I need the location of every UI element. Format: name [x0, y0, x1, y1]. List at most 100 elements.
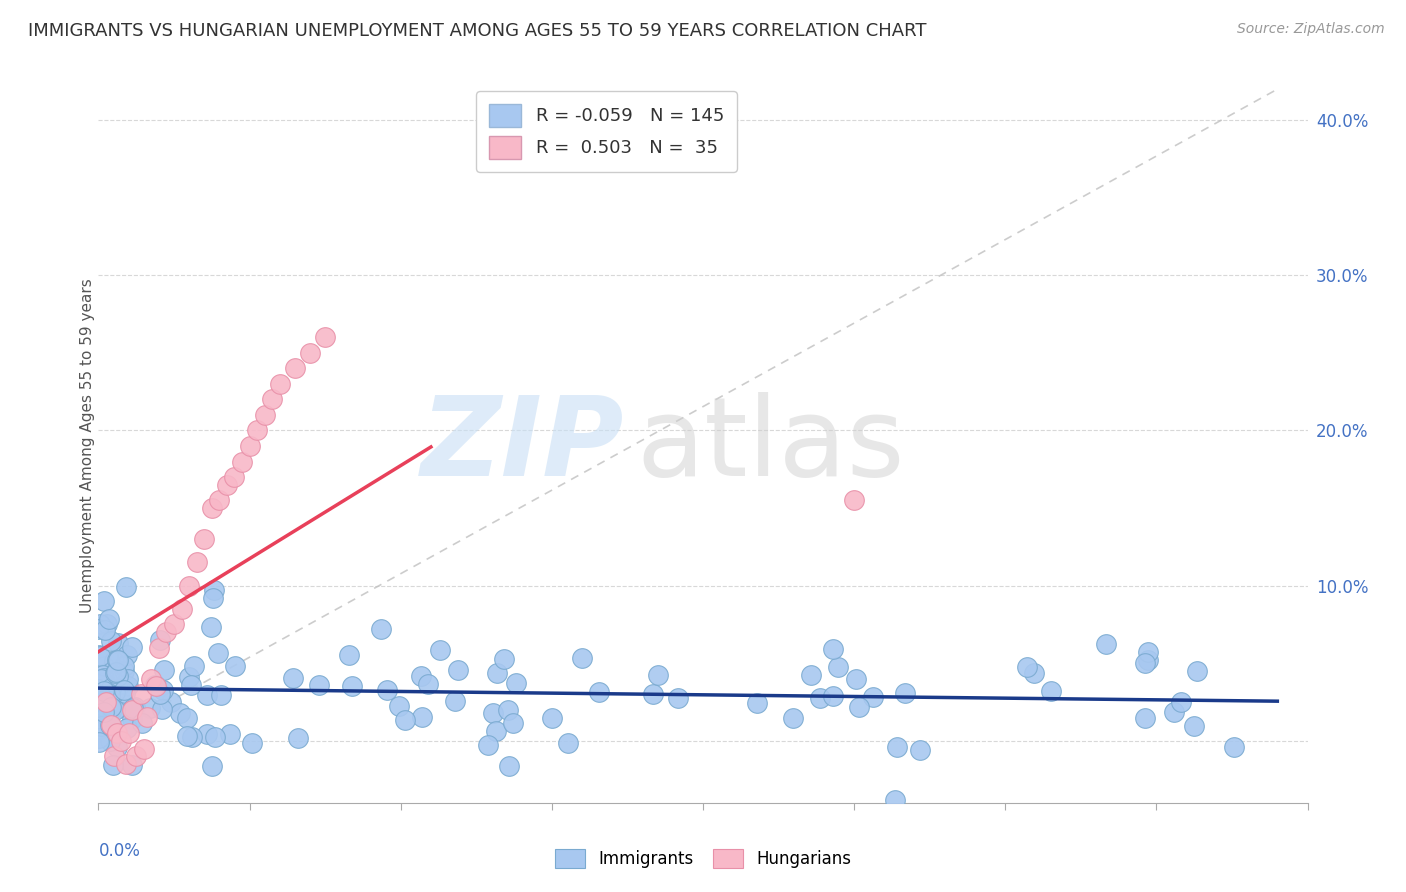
Point: [195, 726, 218, 740]
Point: [747, 696, 769, 710]
Point: [202, 582, 225, 597]
Point: [100, 688, 122, 702]
Point: [375, 683, 398, 698]
Point: [139, 701, 162, 715]
Point: [143, 677, 166, 691]
Point: [104, 666, 127, 681]
Point: [111, 699, 134, 714]
Point: [862, 690, 884, 704]
Point: [114, 580, 136, 594]
Point: [93, 705, 115, 719]
Point: [93, 684, 115, 698]
Point: [262, 392, 284, 407]
Point: [886, 739, 908, 754]
Point: [145, 680, 167, 694]
Point: [179, 579, 201, 593]
Point: [808, 691, 831, 706]
Point: [118, 726, 141, 740]
Point: [117, 648, 139, 662]
Point: [202, 591, 225, 605]
Legend: Immigrants, Hungarians: Immigrants, Hungarians: [548, 842, 858, 875]
Point: [485, 724, 508, 739]
Point: [418, 677, 440, 691]
Point: [105, 653, 128, 667]
Point: [848, 700, 870, 714]
Point: [159, 694, 181, 708]
Point: [394, 713, 416, 727]
Point: [101, 702, 124, 716]
Point: [93, 594, 115, 608]
Point: [107, 636, 129, 650]
Point: [87, 682, 110, 697]
Point: [110, 733, 132, 747]
Point: [588, 685, 610, 699]
Point: [87, 681, 110, 696]
Point: [1170, 695, 1192, 709]
Point: [283, 671, 305, 685]
Point: [135, 710, 157, 724]
Point: [253, 408, 276, 422]
Point: [100, 633, 122, 648]
Point: [176, 729, 198, 743]
Point: [112, 664, 135, 678]
Point: [96, 616, 118, 631]
Point: [1015, 660, 1038, 674]
Point: [87, 622, 110, 636]
Text: Source: ZipAtlas.com: Source: ZipAtlas.com: [1237, 22, 1385, 37]
Point: [1185, 664, 1208, 678]
Point: [827, 660, 849, 674]
Point: [121, 712, 143, 726]
Y-axis label: Unemployment Among Ages 55 to 59 years: Unemployment Among Ages 55 to 59 years: [80, 278, 94, 614]
Point: [112, 682, 135, 697]
Point: [117, 680, 139, 694]
Point: [201, 759, 224, 773]
Point: [89, 649, 111, 664]
Point: [114, 757, 136, 772]
Point: [1137, 653, 1160, 667]
Point: [224, 470, 246, 484]
Point: [141, 672, 163, 686]
Point: [169, 706, 191, 721]
Point: [186, 555, 208, 569]
Point: [204, 730, 226, 744]
Point: [287, 731, 309, 746]
Point: [411, 709, 433, 723]
Point: [89, 616, 111, 631]
Point: [183, 658, 205, 673]
Point: [505, 676, 527, 690]
Point: [107, 668, 129, 682]
Point: [571, 651, 593, 665]
Point: [114, 686, 136, 700]
Text: atlas: atlas: [637, 392, 905, 500]
Point: [87, 648, 110, 662]
Point: [93, 671, 115, 685]
Point: [1095, 637, 1118, 651]
Point: [100, 733, 122, 747]
Point: [498, 759, 520, 773]
Point: [246, 424, 269, 438]
Point: [893, 686, 915, 700]
Point: [1040, 684, 1063, 698]
Point: [387, 699, 409, 714]
Point: [215, 477, 238, 491]
Point: [845, 673, 868, 687]
Point: [98, 612, 121, 626]
Point: [97, 717, 120, 731]
Point: [150, 702, 173, 716]
Point: [89, 735, 111, 749]
Point: [101, 757, 124, 772]
Point: [91, 668, 114, 682]
Point: [98, 718, 121, 732]
Point: [105, 665, 128, 680]
Point: [129, 687, 152, 701]
Point: [823, 689, 845, 703]
Point: [498, 703, 520, 717]
Text: 0.0%: 0.0%: [98, 842, 141, 860]
Point: [666, 691, 689, 706]
Point: [121, 758, 143, 772]
Point: [239, 439, 262, 453]
Point: [103, 749, 125, 764]
Point: [1024, 665, 1046, 680]
Point: [104, 703, 127, 717]
Point: [1182, 719, 1205, 733]
